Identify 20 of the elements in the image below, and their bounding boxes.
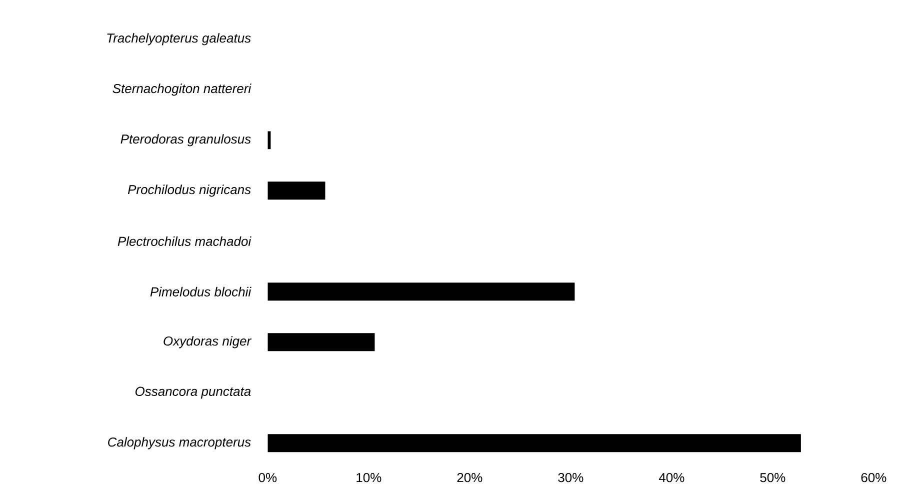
x-tick-label: 40% xyxy=(658,472,684,482)
bar xyxy=(268,333,375,352)
bar xyxy=(268,182,326,200)
x-tick-label: 30% xyxy=(558,472,584,482)
x-tick-label: 20% xyxy=(457,472,482,482)
y-tick-label: Prochilodus nigricans xyxy=(128,184,251,197)
y-tick-label: Plectrochilus machadoi xyxy=(118,236,252,246)
y-tick-label: Pimelodus blochii xyxy=(150,286,252,296)
x-tick-label: 0% xyxy=(258,472,277,482)
bar xyxy=(268,282,575,301)
y-tick-label: Ossancora punctata xyxy=(135,386,251,399)
y-tick-label: Trachelyopterus galeatus xyxy=(107,33,251,46)
y-tick-label: Sternachogiton nattereri xyxy=(112,84,252,96)
y-tick-label: Calophysus macropterus xyxy=(108,437,251,450)
x-tick-label: 10% xyxy=(356,472,382,482)
x-tick-label: 50% xyxy=(760,472,786,482)
bar xyxy=(268,434,801,452)
x-tick-label: 60% xyxy=(861,472,886,482)
y-tick-label: Pterodoras granulosus xyxy=(120,134,251,146)
y-tick-label: Oxydoras niger xyxy=(164,336,252,348)
